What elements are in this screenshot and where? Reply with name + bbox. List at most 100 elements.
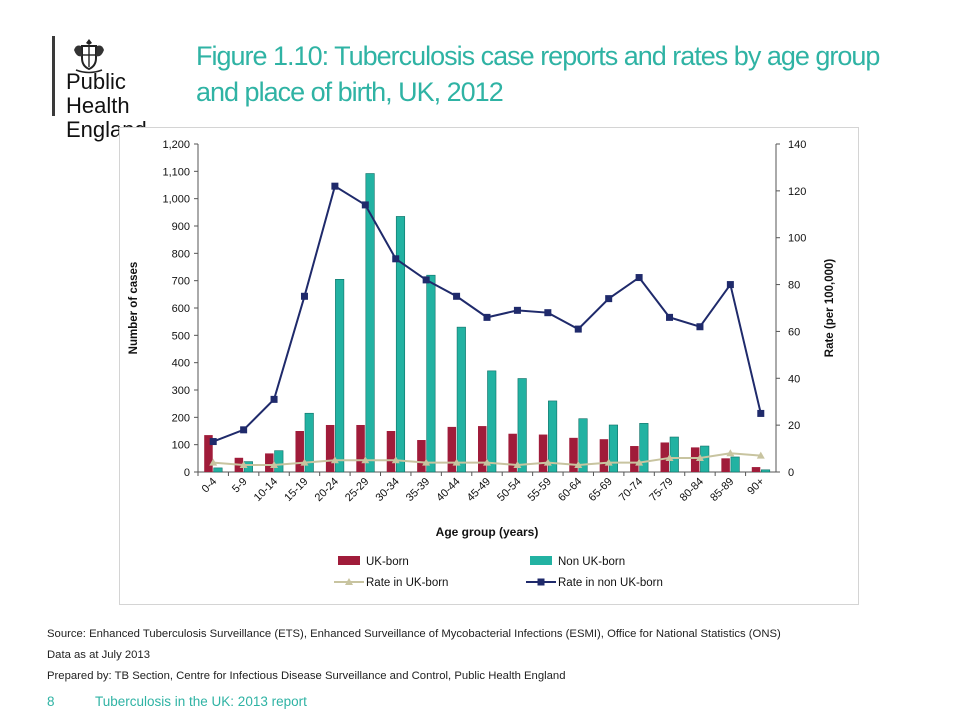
bar-uk-born <box>295 431 304 472</box>
point-rate-non-uk-born <box>209 438 217 446</box>
phe-logo: Public Health England <box>52 36 192 142</box>
data-date-note: Data as at July 2013 <box>47 649 150 661</box>
x-tick-label: 45-49 <box>465 476 493 504</box>
bar-non-uk-born <box>426 274 436 473</box>
bar-uk-born <box>630 446 639 472</box>
point-rate-uk-born <box>270 460 279 468</box>
x-tick-label: 10-14 <box>252 476 280 504</box>
bar-uk-born <box>599 439 609 472</box>
bar-uk-born <box>751 467 761 472</box>
point-rate-uk-born <box>300 458 309 466</box>
point-rate-non-uk-born <box>696 323 704 331</box>
point-rate-uk-born <box>604 458 613 466</box>
point-rate-uk-born <box>574 460 583 468</box>
y-tick-label-left: 1,000 <box>162 194 190 206</box>
chart-frame: 0 100 200 300 400 500 600 700 800 900 1,000 1,100 1,… <box>119 127 859 605</box>
point-rate-non-uk-born <box>483 313 491 321</box>
bar-non-uk-born <box>730 456 740 473</box>
bar-non-uk-born <box>760 469 771 473</box>
organisation-name: Public Health England <box>66 69 147 142</box>
point-rate-non-uk-born <box>544 309 552 317</box>
point-rate-uk-born <box>239 460 248 468</box>
y-tick-label-left: 500 <box>172 330 190 342</box>
report-title: Tuberculosis in the UK: 2013 report <box>95 694 307 709</box>
footer: 8 Tuberculosis in the UK: 2013 report <box>47 694 307 709</box>
y-tick-label-left: 300 <box>172 385 190 397</box>
bar-uk-born <box>690 447 700 472</box>
y-tick-label-left: 900 <box>172 221 190 233</box>
point-rate-uk-born <box>665 453 674 461</box>
x-tick-label: 85-89 <box>708 476 736 504</box>
point-rate-uk-born <box>483 458 491 466</box>
point-rate-uk-born <box>391 456 400 464</box>
x-tick-label: 60-64 <box>556 476 584 504</box>
legend-rate-uk-born-marker <box>345 578 353 585</box>
bar-non-uk-born <box>365 173 375 473</box>
point-rate-uk-born <box>695 453 704 461</box>
bar-non-uk-born <box>608 424 618 473</box>
y-tick-label-left: 600 <box>172 303 190 315</box>
point-rate-non-uk-born <box>422 276 430 284</box>
point-rate-non-uk-born <box>666 313 674 321</box>
legend-rate-uk-born-label: Rate in UK-born <box>366 577 448 589</box>
bar-uk-born <box>538 434 548 472</box>
bar-non-uk-born <box>213 467 223 473</box>
y-tick-label-left: 0 <box>184 467 190 479</box>
y-tick-label-right: 20 <box>788 420 800 432</box>
bar-uk-born <box>386 431 396 472</box>
bar-uk-born <box>417 440 426 472</box>
point-rate-uk-born <box>330 456 339 464</box>
y-tick-label-left: 700 <box>172 276 190 288</box>
source-note: Source: Enhanced Tuberculosis Surveillan… <box>47 628 781 640</box>
x-axis-title: Age group (years) <box>436 525 539 539</box>
point-rate-non-uk-born <box>635 274 643 282</box>
legend-non-uk-born-label: Non UK-born <box>558 556 625 568</box>
point-rate-uk-born <box>422 458 431 466</box>
y-axis-title-left: Number of cases <box>128 262 140 355</box>
x-tick-label: 35-39 <box>404 476 432 504</box>
legend-rate-non-uk-born-marker <box>537 578 545 586</box>
point-rate-non-uk-born <box>453 292 461 300</box>
x-tick-label: 70-74 <box>617 476 645 504</box>
bar-non-uk-born <box>304 412 314 473</box>
bar-uk-born <box>721 458 730 472</box>
bar-uk-born <box>447 426 457 472</box>
x-tick-label: 5-9 <box>230 476 250 496</box>
point-rate-non-uk-born <box>300 292 308 300</box>
point-rate-non-uk-born <box>392 255 400 263</box>
y-tick-label-left: 1,200 <box>162 139 190 151</box>
point-rate-non-uk-born <box>240 426 248 434</box>
y-tick-label-left: 100 <box>172 440 190 452</box>
point-rate-uk-born <box>726 449 735 457</box>
y-tick-label-right: 80 <box>788 280 800 292</box>
legend-non-uk-born-swatch <box>530 556 552 565</box>
x-tick-label: 25-29 <box>343 476 371 504</box>
y-tick-label-left: 800 <box>172 248 190 260</box>
point-rate-non-uk-born <box>726 281 734 289</box>
point-rate-non-uk-born <box>270 395 278 403</box>
bar-uk-born <box>204 435 213 472</box>
point-rate-non-uk-born <box>361 201 369 209</box>
y-tick-label-right: 140 <box>788 139 806 151</box>
point-rate-uk-born <box>543 458 552 466</box>
x-tick-label: 0-4 <box>200 476 220 496</box>
x-tick-label: 40-44 <box>434 476 462 504</box>
y-tick-label-left: 400 <box>172 358 190 370</box>
line-rate-non-uk-born <box>212 184 762 443</box>
y-tick-label-left: 1,100 <box>162 166 190 178</box>
x-tick-label: 50-54 <box>495 476 523 504</box>
x-tick-label: 55-59 <box>526 476 554 504</box>
x-tick-label: 75-79 <box>647 476 675 504</box>
point-rate-non-uk-born <box>757 409 765 417</box>
page-title: Figure 1.10: Tuberculosis case reports a… <box>196 41 880 107</box>
point-rate-non-uk-born <box>574 325 582 333</box>
y-tick-label-left: 200 <box>172 412 190 424</box>
y-tick-label-right: 100 <box>788 233 806 245</box>
bar-uk-born <box>325 424 335 472</box>
bar-non-uk-born <box>548 400 558 473</box>
chart: 0 100 200 300 400 500 600 700 800 900 1,000 1,100 1,… <box>128 139 836 589</box>
bar-non-uk-born <box>456 326 466 473</box>
notes: Source: Enhanced Tuberculosis Surveillan… <box>47 624 781 687</box>
point-rate-non-uk-born <box>331 182 339 190</box>
legend-uk-born-label: UK-born <box>366 556 409 568</box>
